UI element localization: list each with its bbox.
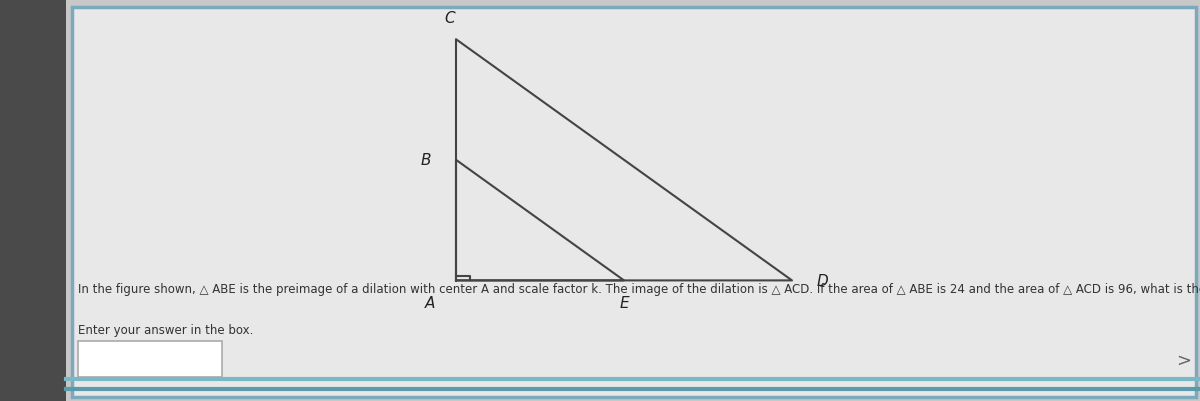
Bar [78, 341, 222, 377]
Text: D: D [816, 273, 828, 288]
Bar [0, 0, 66, 401]
Text: In the figure shown, △ ABE is the preimage of a dilation with center A and scale: In the figure shown, △ ABE is the preima… [78, 283, 1200, 296]
Text: C: C [445, 10, 455, 26]
Text: B: B [421, 153, 431, 168]
Text: A: A [425, 295, 434, 310]
FancyBboxPatch shape [72, 8, 1196, 397]
Text: >: > [1176, 351, 1192, 369]
Text: E: E [619, 295, 629, 310]
Text: Enter your answer in the box.: Enter your answer in the box. [78, 323, 253, 336]
